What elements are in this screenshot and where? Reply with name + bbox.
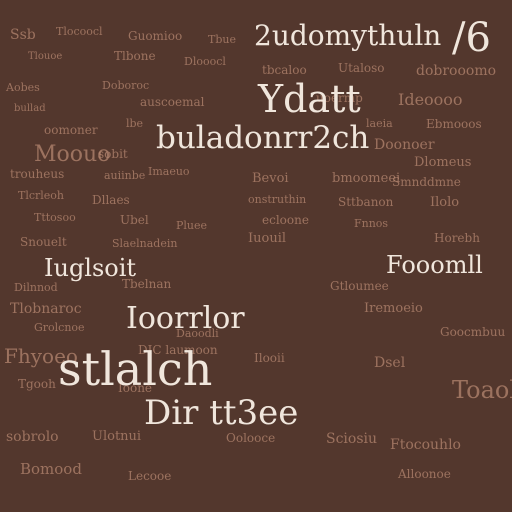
background-text: Guomioo — [128, 29, 183, 43]
background-text: Tlobnaroc — [10, 301, 82, 317]
background-text: bullad — [14, 103, 46, 114]
background-text: Lecooe — [128, 469, 172, 483]
hero-text: buladonrr2ch — [156, 120, 370, 156]
background-text: Ssb — [10, 27, 36, 43]
background-text: Toaoloo — [452, 376, 512, 404]
background-text: Bomood — [20, 460, 82, 478]
background-text: Sciosiu — [326, 431, 378, 447]
background-text: sobrolo — [6, 429, 59, 445]
background-text: onstruthin — [248, 193, 307, 206]
background-text: Ebmooos — [426, 117, 482, 131]
background-text: Snouelt — [20, 235, 67, 249]
background-text: tbcaloo — [262, 63, 307, 77]
background-text: auscoemal — [140, 95, 205, 109]
background-text: Tbue — [208, 33, 236, 46]
hero-text: /6 — [452, 15, 491, 61]
background-text: Ftocouhlo — [390, 437, 461, 453]
background-text: Ilolo — [430, 195, 460, 210]
background-text: auiinbe — [104, 169, 146, 182]
background-text: DIC laumoon — [138, 343, 218, 357]
background-text: bmoomeei — [332, 171, 401, 186]
background-text: Fnnos — [354, 217, 389, 230]
background-text: Dsel — [374, 355, 406, 371]
background-text: Dllaes — [92, 193, 130, 207]
background-text: Grolcnoe — [34, 321, 85, 334]
background-text: Iremoeio — [364, 301, 423, 316]
background-text: Tbelnan — [122, 277, 172, 291]
background-text: Dlooocl — [184, 55, 226, 68]
background-text: Goocmbuu — [440, 325, 506, 339]
background-text: Utaloso — [338, 61, 385, 75]
background-text: Ubel — [120, 213, 149, 227]
background-text: Aobes — [6, 81, 40, 94]
background-text: Ulotnui — [92, 429, 142, 444]
background-text: oomoner — [44, 123, 98, 137]
hero-text: Ydatt — [258, 77, 361, 121]
background-text: Ideoooo — [398, 90, 463, 109]
background-text: Iuouil — [248, 231, 287, 246]
background-text: trouheus — [10, 167, 65, 181]
background-text: Sttbanon — [338, 195, 394, 209]
background-text: Pluee — [176, 219, 208, 232]
background-text: Slaelnadein — [112, 237, 178, 250]
background-text: Ioone — [118, 381, 153, 395]
background-text: Dilnnod — [14, 281, 58, 294]
background-text: Doboroc — [102, 79, 150, 92]
background-text: Bevoi — [252, 171, 289, 186]
background-text: Daoodli — [176, 327, 219, 340]
background-text: lbe — [126, 117, 144, 130]
hero-text: Fooomll — [386, 251, 483, 279]
background-text: laeia — [366, 117, 393, 130]
background-text: Dlomeus — [414, 155, 472, 170]
background-text: Tlcrleoh — [18, 189, 65, 202]
hero-text: Ioorrlor — [126, 301, 245, 336]
background-text: ecloone — [262, 213, 309, 227]
background-text: Gtloumee — [330, 279, 389, 293]
hero-text: Dir tt3ee — [144, 393, 299, 433]
background-text: Doonoer — [374, 137, 435, 153]
hero-text: Iuglsoit — [44, 254, 137, 282]
background-text: Smnddmne — [392, 175, 461, 189]
background-text: Alloonoe — [398, 467, 451, 481]
background-text: Ilooii — [254, 351, 285, 365]
background-text: Tlocoocl — [56, 25, 103, 38]
background-text: sobit — [98, 147, 128, 161]
background-text: Horebh — [434, 231, 480, 245]
background-text: uoermp — [316, 91, 363, 105]
background-text: Tlbone — [114, 49, 156, 63]
background-text: Fhyoeo — [4, 344, 78, 368]
background-text: Moouo — [34, 142, 111, 167]
background-text: Tlouoe — [28, 51, 63, 62]
hero-text: 2udomythuln — [254, 19, 442, 52]
background-text: Oolooce — [226, 431, 276, 445]
background-text: Tttosoo — [34, 211, 76, 224]
hero-text: stlalch — [58, 342, 213, 396]
background-text: dobrooomo — [416, 63, 497, 79]
background-text: Tgooh — [18, 377, 56, 391]
background-text: Imaeuo — [148, 165, 190, 178]
